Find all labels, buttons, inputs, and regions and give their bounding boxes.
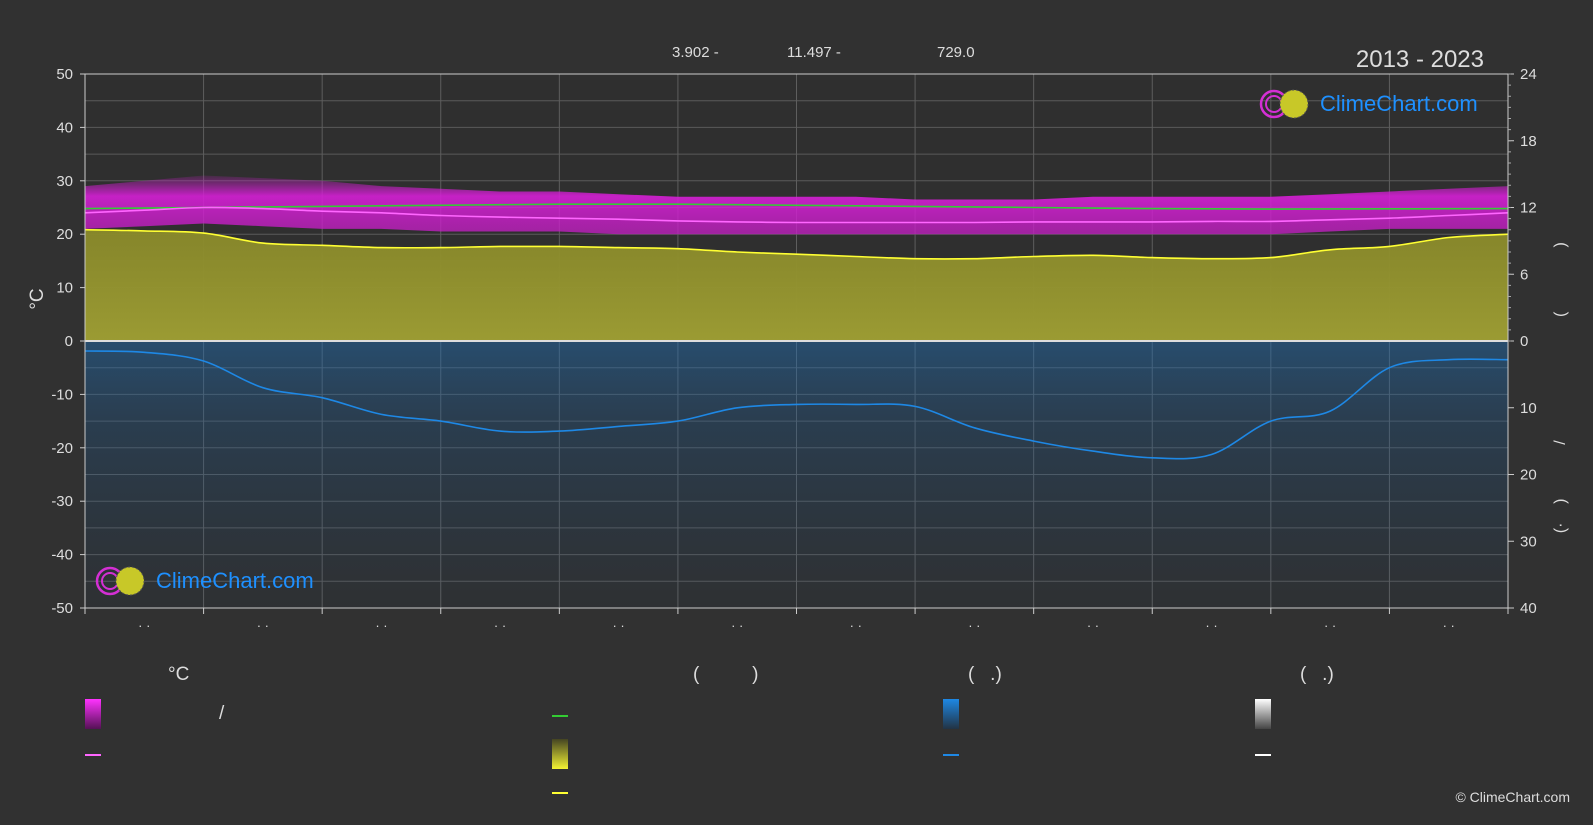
x-tick-label: · · xyxy=(257,618,269,633)
y-tick-label: 0 xyxy=(65,333,73,350)
daylight-line-swatch xyxy=(552,715,568,717)
y-tick-label: -30 xyxy=(51,493,73,510)
snow-line-swatch xyxy=(1255,754,1271,756)
axes-layer: 50 40 30 20 10 0 -10 -20 -30 -40 -50 °C 24 18 12 6 0 10 20… xyxy=(27,66,1569,633)
y2-bottom-tick-label: 30 xyxy=(1520,533,1537,550)
right-axis-label: ( xyxy=(1552,311,1569,317)
snow-swatch xyxy=(1255,699,1271,729)
y-axis-label: °C xyxy=(27,288,48,309)
y2-bottom-tick-label: 20 xyxy=(1520,467,1537,484)
sunshine-swatch xyxy=(552,739,568,769)
legend-precipitation-heading: ( .) xyxy=(968,664,1002,685)
coord-latitude: 3.902 - xyxy=(672,44,719,61)
y-tick-label: 30 xyxy=(56,173,73,190)
logo-bottom[interactable]: ClimeChart.com xyxy=(94,565,314,597)
x-tick-label: · · xyxy=(1324,618,1336,633)
temp-mean-line-swatch xyxy=(85,754,101,756)
x-tick-label: · · xyxy=(968,618,980,633)
legend-temperature-heading: °C xyxy=(168,664,190,685)
x-tick-label: · · xyxy=(1087,618,1099,633)
precipitation-area xyxy=(85,341,1508,608)
right-axis-label: ) xyxy=(1552,242,1569,247)
x-tick-label: · · xyxy=(1205,618,1217,633)
temperature-mean-line xyxy=(84,206,1509,224)
legend-sunshine-heading: ( ) xyxy=(693,664,759,685)
right-axis-label: / xyxy=(1552,440,1569,445)
sunshine-area xyxy=(85,229,1508,341)
climechart-logo-icon xyxy=(95,566,145,596)
y-tick-label: 20 xyxy=(56,226,73,243)
x-tick-label: · · xyxy=(375,618,387,633)
y2-top-tick-label: 12 xyxy=(1520,200,1537,217)
copyright: © ClimeChart.com xyxy=(1455,789,1570,805)
x-tick-label: · · xyxy=(731,618,743,633)
precipitation-line-swatch xyxy=(943,754,959,756)
logo-top[interactable]: ClimeChart.com xyxy=(1258,88,1478,120)
y2-top-tick-label: 0 xyxy=(1520,333,1528,350)
x-tick-label: · · xyxy=(612,618,624,633)
data-layer xyxy=(84,175,1509,608)
y-tick-label: -20 xyxy=(51,440,73,457)
right-axis-label: ) xyxy=(1552,499,1569,504)
climate-chart: 50 40 30 20 10 0 -10 -20 -30 -40 -50 °C 24 18 12 6 0 10 20… xyxy=(27,66,1569,633)
sunshine-line xyxy=(84,228,1509,260)
logo-text: ClimeChart.com xyxy=(1320,91,1478,116)
x-tick-label: · · xyxy=(494,618,506,633)
precipitation-line xyxy=(84,350,1509,460)
y2-top-tick-label: 24 xyxy=(1520,66,1537,83)
y2-top-tick-label: 6 xyxy=(1520,266,1528,283)
right-axis-label: (· xyxy=(1552,523,1569,534)
x-tick-label: · · xyxy=(1443,618,1455,633)
precipitation-swatch xyxy=(943,699,959,729)
daylight-line xyxy=(84,203,1509,210)
y2-bottom-tick-label: 10 xyxy=(1520,400,1537,417)
coord-elevation: 729.0 xyxy=(937,44,975,61)
x-tick-label: · · xyxy=(138,618,150,633)
logo-text: ClimeChart.com xyxy=(156,568,314,593)
coord-longitude: 11.497 - xyxy=(787,44,841,61)
y2-bottom-tick-label: 40 xyxy=(1520,600,1537,617)
y-tick-label: -50 xyxy=(51,600,73,617)
y-tick-label: -40 xyxy=(51,547,73,564)
y-tick-label: -10 xyxy=(51,386,73,403)
y-tick-label: 10 xyxy=(56,280,73,297)
sunshine-line-swatch xyxy=(552,792,568,794)
x-tick-label: · · xyxy=(850,618,862,633)
chart-title: 2013 - 2023 xyxy=(1355,46,1484,73)
climechart-logo-icon xyxy=(1259,89,1309,119)
y2-top-tick-label: 18 xyxy=(1520,133,1537,150)
legend-snow-heading: ( .) xyxy=(1300,664,1334,685)
y-tick-label: 40 xyxy=(56,119,73,136)
y-tick-label: 50 xyxy=(56,66,73,83)
temp-range-swatch xyxy=(85,699,101,729)
legend-slash: / xyxy=(219,703,225,724)
